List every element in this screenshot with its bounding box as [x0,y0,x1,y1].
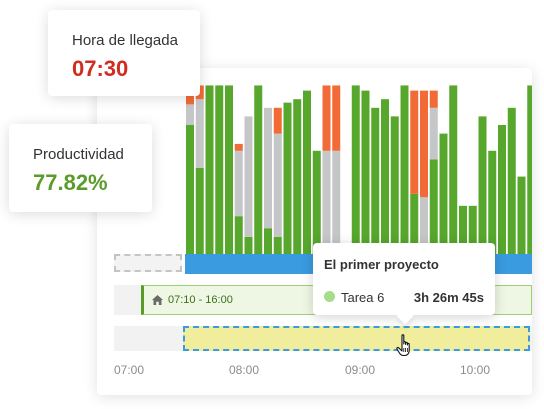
activity-bar-7-green[interactable] [254,85,263,254]
arrival-time-card: Hora de llegada 07:30 [48,10,200,96]
activity-bar-29-green[interactable] [468,205,477,254]
activity-bars-chart[interactable] [97,68,532,254]
productivity-card: Productividad 77.82% [9,124,152,212]
task-color-dot [324,291,335,302]
activity-bar-19-green[interactable] [371,107,380,254]
activity-bar-8-green[interactable] [264,228,272,254]
axis-label-0900: 09:00 [345,363,376,377]
task-tooltip: El primer proyecto Tarea 6 3h 26m 45s [313,243,495,325]
activity-bar-9-orange[interactable] [273,107,282,134]
activity-bar-0-green[interactable] [186,125,194,254]
activity-bar-1-gray[interactable] [195,99,204,168]
activity-bar-31-green[interactable] [488,150,497,254]
activity-bar-17-green[interactable] [351,85,360,254]
activity-bar-6-green[interactable] [244,236,253,254]
activity-bar-2-green[interactable] [205,85,214,254]
activity-bar-32-green[interactable] [498,125,506,254]
hand-pointer-icon [396,334,416,363]
tooltip-project-title: El primer proyecto [324,257,439,272]
activity-bar-8-gray[interactable] [264,107,272,229]
task-highlight-bar[interactable] [183,326,530,351]
axis-label-1000: 10:00 [460,363,491,377]
activity-bar-26-green[interactable] [439,133,448,254]
activity-bar-14-gray[interactable] [322,150,331,254]
activity-bar-6-gray[interactable] [244,116,253,237]
tooltip-task-duration: 3h 26m 45s [413,290,484,305]
activity-bar-27-green[interactable] [449,85,458,254]
work-range-label: 07:10 - 16:00 [168,294,233,306]
activity-bar-0-gray[interactable] [186,104,194,125]
activity-bar-5-gray[interactable] [234,150,243,217]
activity-bar-12-green[interactable] [303,90,311,254]
activity-bar-34-green[interactable] [517,176,526,254]
activity-bar-10-green[interactable] [283,102,292,254]
activity-bar-9-gray[interactable] [273,133,282,237]
arrival-time-value: 07:30 [72,56,129,81]
activity-bar-0-orange[interactable] [186,95,194,105]
tooltip-task-name: Tarea 6 [341,290,385,305]
axis-label-0700: 07:00 [114,363,145,377]
activity-bar-30-green[interactable] [478,116,487,254]
home-icon [152,295,163,305]
timeline-card: 07:10 - 16:00 07:00 08:00 09:00 10:00 [97,68,532,395]
activity-bar-28-green[interactable] [459,205,467,254]
activity-bar-14-orange[interactable] [322,85,331,151]
activity-bar-1-green[interactable] [195,168,204,254]
activity-bar-15-orange[interactable] [332,85,341,151]
activity-bar-20-green[interactable] [381,99,389,254]
axis-label-0800: 08:00 [229,363,260,377]
activity-bar-15-gray[interactable] [332,150,341,254]
activity-bar-5-green[interactable] [234,216,243,254]
activity-bar-5-orange[interactable] [234,143,243,151]
activity-bar-24-gray[interactable] [420,197,428,254]
activity-bar-13-green[interactable] [312,150,321,254]
productivity-value: 77.82% [33,170,108,195]
pre-arrival-gap [114,254,182,272]
activity-bar-25-green[interactable] [429,159,438,254]
activity-bar-33-green[interactable] [507,107,516,254]
activity-bar-23-green[interactable] [410,193,419,254]
activity-bar-25-gray[interactable] [429,107,438,160]
activity-bar-24-orange[interactable] [420,90,428,198]
activity-bar-21-green[interactable] [390,116,399,254]
work-row-background [114,285,144,315]
activity-bar-25-orange[interactable] [429,90,438,108]
activity-bar-18-green[interactable] [361,90,370,254]
activity-bar-9-green[interactable] [273,236,282,254]
activity-bar-11-green[interactable] [293,99,302,254]
activity-bar-4-green[interactable] [225,85,233,254]
productivity-label: Productividad [33,146,124,163]
arrival-time-label: Hora de llegada [72,32,178,49]
activity-bar-3-green[interactable] [215,85,224,254]
activity-bar-23-orange[interactable] [410,90,419,194]
activity-bar-35-green[interactable] [527,85,532,254]
activity-bar-22-green[interactable] [400,85,409,254]
